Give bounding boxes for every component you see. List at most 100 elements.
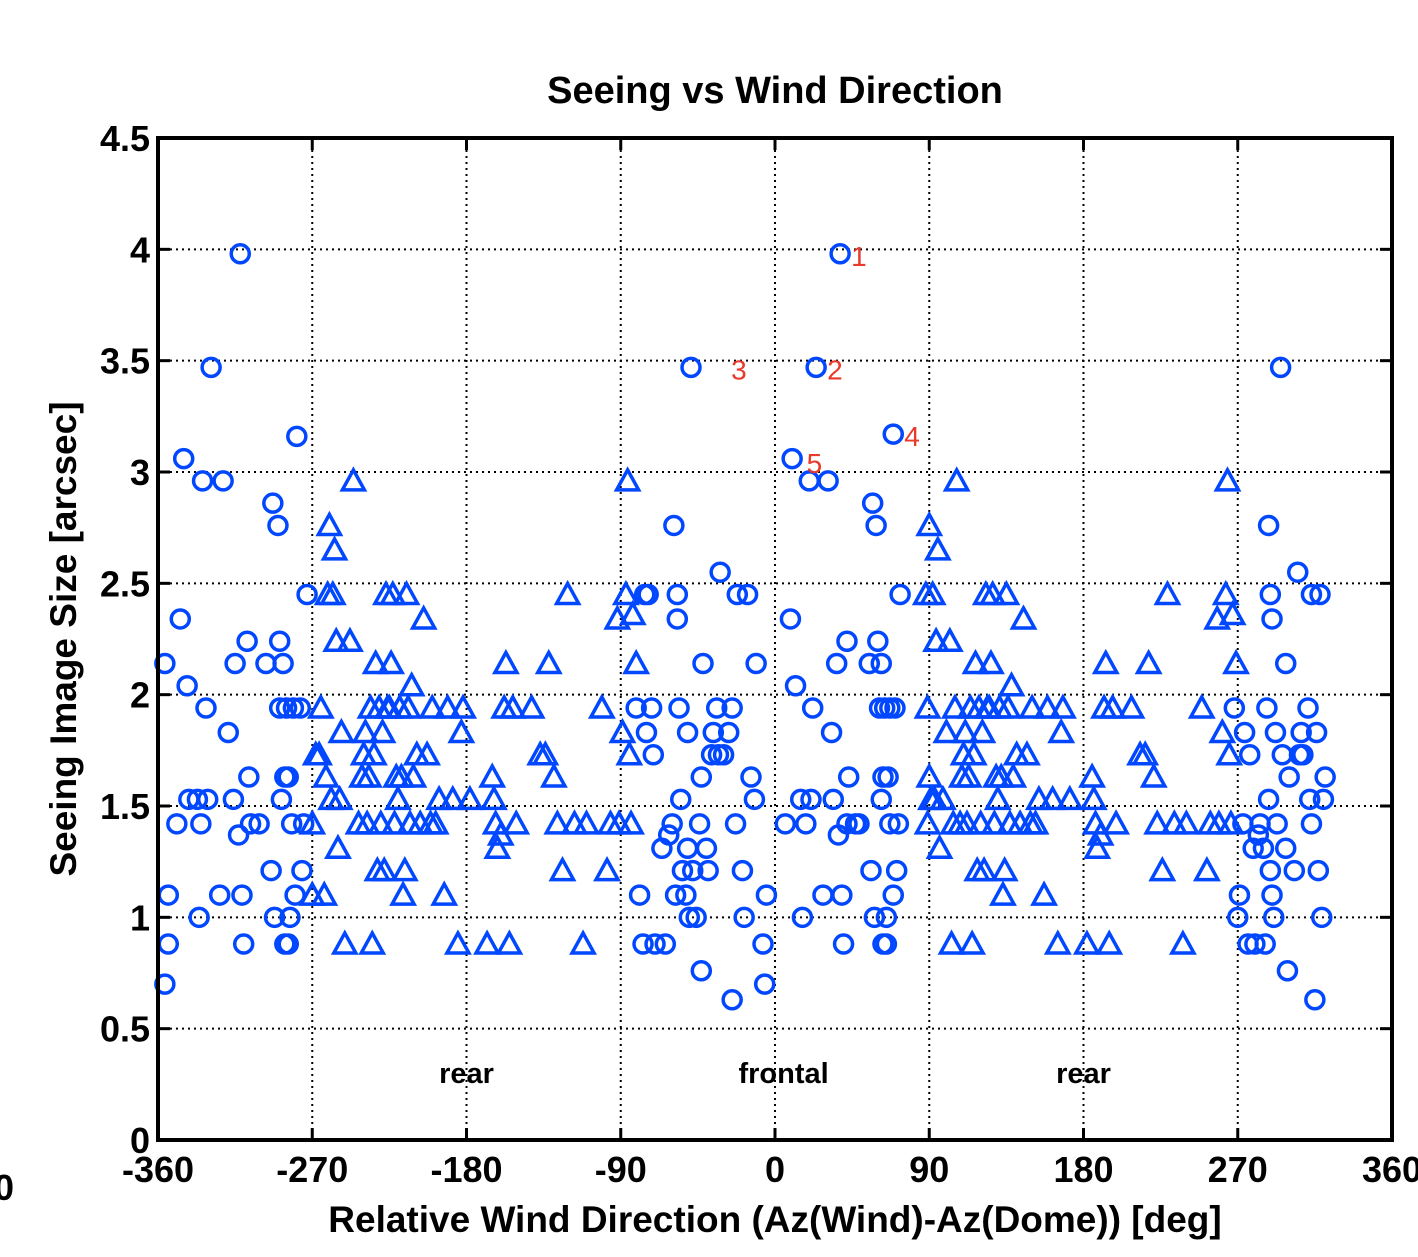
circle-data-point — [291, 859, 313, 882]
circle-data-point — [279, 906, 301, 929]
circle-data-point — [1304, 988, 1326, 1011]
triangle-data-point — [380, 809, 409, 835]
highlight-number-label: 1 — [851, 241, 867, 272]
y-tick-label: 2.5 — [100, 563, 150, 604]
circle-data-point — [232, 933, 255, 955]
circle-data-point — [791, 906, 814, 929]
triangle-data-point — [622, 648, 651, 675]
triangle-data-point — [1018, 693, 1047, 719]
x-tick-label: 360 — [1362, 1149, 1418, 1190]
circle-data-point — [789, 788, 812, 811]
circle-data-point — [1300, 813, 1323, 835]
triangle-data-point — [1222, 648, 1250, 675]
circle-data-point — [154, 652, 176, 675]
triangle-data-point — [935, 626, 964, 652]
triangle-data-point — [502, 809, 531, 835]
triangle-data-point — [1172, 809, 1201, 835]
triangle-data-point — [976, 648, 1005, 675]
circle-data-point — [663, 514, 685, 537]
circle-data-point — [717, 721, 740, 744]
circle-data-point — [296, 583, 318, 606]
circle-data-point — [1257, 788, 1280, 811]
circle-data-point — [632, 933, 654, 955]
triangle-data-point — [1139, 762, 1168, 788]
triangle-data-point — [942, 466, 971, 492]
circle-data-point — [836, 813, 858, 835]
circle-data-point — [669, 788, 692, 811]
circle-data-point — [212, 470, 234, 492]
triangle-data-point — [994, 693, 1023, 719]
circle-data-point — [1247, 824, 1270, 846]
circle-data-point — [705, 697, 728, 719]
circle-data-point — [239, 813, 262, 835]
triangle-data-point — [611, 579, 640, 606]
triangle-data-point — [918, 579, 947, 606]
circle-data-point — [836, 630, 858, 652]
triangle-data-point — [992, 579, 1021, 606]
triangle-data-point — [1215, 740, 1244, 766]
triangle-data-point — [447, 717, 476, 744]
triangle-data-point — [978, 579, 1007, 606]
triangle-data-point — [915, 762, 944, 788]
triangle-data-point — [399, 762, 428, 788]
circle-data-point — [248, 813, 270, 835]
circle-data-point — [861, 492, 884, 514]
circle-data-point — [829, 243, 851, 265]
triangle-data-point — [1218, 599, 1247, 626]
circle-data-point — [731, 859, 754, 882]
triangle-data-point — [925, 833, 954, 860]
triangle-data-point — [958, 929, 987, 955]
circle-data-point — [1292, 744, 1314, 766]
circle-data-point — [1276, 960, 1299, 982]
circle-data-point — [1290, 721, 1312, 744]
circle-data-point — [1259, 859, 1282, 882]
triangle-data-point — [923, 535, 952, 561]
highlight-number-label: 4 — [904, 421, 920, 452]
circle-data-point — [1223, 697, 1246, 719]
triangle-data-point — [358, 929, 387, 955]
triangle-data-point — [959, 740, 988, 766]
triangle-data-point — [298, 809, 327, 835]
triangle-data-point — [961, 648, 990, 675]
triangle-data-point — [617, 809, 645, 835]
circle-data-point — [286, 425, 308, 448]
y-tick-label: 0 — [130, 1120, 150, 1161]
x-tick-label: 270 — [1208, 1149, 1268, 1190]
circle-data-point — [654, 933, 677, 955]
x-tick-label: -90 — [595, 1149, 647, 1190]
circle-data-point — [887, 813, 910, 835]
triangle-data-point — [339, 466, 368, 492]
triangle-data-point — [913, 809, 942, 835]
triangle-data-point — [615, 740, 644, 766]
triangle-data-point — [1134, 648, 1163, 675]
triangle-data-point — [915, 510, 944, 537]
triangle-data-point — [613, 466, 642, 492]
circle-data-point — [668, 697, 690, 719]
triangle-data-point — [418, 693, 447, 719]
triangle-data-point — [517, 693, 546, 719]
triangle-data-point — [951, 717, 980, 744]
y-tick-label: 3.5 — [100, 341, 150, 382]
triangle-data-point — [366, 809, 395, 835]
circle-data-point — [879, 813, 901, 835]
triangle-data-point — [1098, 693, 1127, 719]
triangle-data-point — [318, 579, 347, 606]
triangle-data-point — [425, 784, 454, 811]
triangle-data-point — [473, 929, 502, 955]
circle-data-point — [275, 697, 298, 719]
circle-data-point — [712, 744, 735, 766]
triangle-data-point — [351, 717, 380, 744]
stray-axis-label: 0 — [0, 1167, 14, 1208]
triangle-data-point — [310, 880, 339, 906]
circle-data-point — [1269, 356, 1292, 379]
triangle-data-point — [306, 693, 335, 719]
circle-data-point — [675, 884, 697, 906]
triangle-data-point — [1012, 740, 1041, 766]
x-axis-label: Relative Wind Direction (Az(Wind)-Az(Dom… — [328, 1199, 1221, 1240]
triangle-data-point — [929, 784, 957, 811]
triangle-data-point — [392, 579, 421, 606]
triangle-data-point — [368, 717, 397, 744]
triangle-data-point — [1079, 784, 1108, 811]
circle-data-point — [753, 973, 776, 995]
